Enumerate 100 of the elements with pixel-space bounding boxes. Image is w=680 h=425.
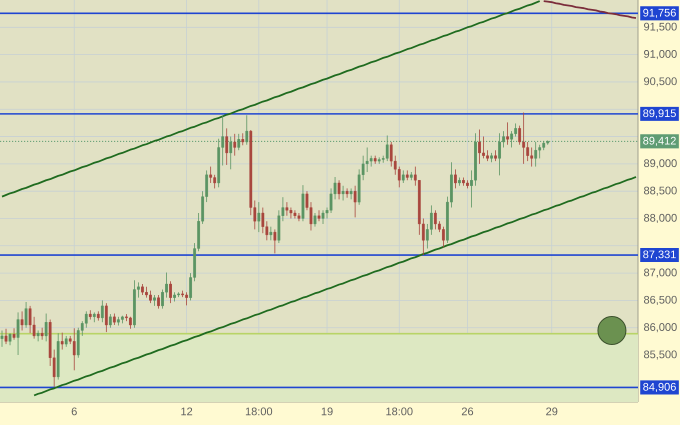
- ref-line-label: 87,331: [643, 250, 676, 260]
- x-tick-label: 29: [546, 408, 558, 416]
- candlestick: [20, 310, 24, 331]
- candlestick: [124, 314, 128, 322]
- candlestick: [522, 112, 526, 164]
- candlestick: [0, 330, 4, 348]
- x-tick-label: 6: [72, 408, 77, 416]
- y-tick-label: 90,500: [644, 77, 677, 86]
- candlestick: [96, 310, 100, 322]
- candlestick: [129, 316, 132, 330]
- y-tick-label: 88,500: [644, 186, 677, 196]
- candlestick: [486, 150, 489, 162]
- candlestick: [386, 135, 389, 162]
- candlestick: [454, 168, 457, 189]
- candlestick: [141, 284, 144, 296]
- candlestick: [490, 152, 493, 163]
- y-tick-label: 87,000: [644, 268, 677, 278]
- candlestick: [257, 202, 260, 233]
- candlestick: [538, 144, 542, 159]
- candlestick: [16, 312, 20, 356]
- ref-line-label: 91,756: [643, 8, 676, 18]
- candlestick: [100, 300, 104, 323]
- candlestick: [442, 226, 445, 248]
- candlestick: [482, 136, 485, 159]
- candlestick: [209, 166, 212, 184]
- candlestick: [153, 294, 156, 306]
- candlestick: [350, 188, 353, 200]
- candlestick: [261, 207, 264, 234]
- y-tick-label: 85,500: [644, 350, 677, 360]
- y-tick-label: 89,000: [644, 159, 677, 168]
- candlestick: [8, 332, 12, 346]
- x-tick-label: 18:00: [246, 408, 272, 416]
- candlestick: [510, 130, 514, 148]
- candlestick: [526, 142, 530, 162]
- candlestick: [318, 210, 320, 222]
- y-tick-label: 88,000: [644, 214, 677, 224]
- candlestick: [506, 122, 509, 146]
- candlestick: [530, 147, 534, 167]
- y-tick-label: 86,500: [644, 296, 677, 305]
- candlestick: [4, 328, 8, 344]
- x-tick-label: 19: [322, 408, 333, 416]
- candlestick: [233, 133, 236, 156]
- candlestick: [64, 336, 68, 348]
- candlestick: [290, 207, 292, 219]
- ref-line-label: 89,412: [643, 136, 676, 146]
- candlestick: [338, 180, 340, 200]
- candlestick: [237, 133, 240, 151]
- candlestick: [213, 174, 216, 189]
- y-tick-label: 91,500: [644, 22, 677, 32]
- candlestick: [245, 114, 248, 146]
- candlestick: [354, 185, 357, 218]
- candlestick: [314, 212, 316, 228]
- candlestick: [286, 202, 288, 216]
- y-tick-label: 86,000: [644, 323, 677, 332]
- ref-line-label: 89,915: [643, 109, 676, 118]
- ref-line-label: 84,906: [643, 382, 676, 392]
- candlestick: [406, 170, 409, 181]
- x-tick-label: 26: [462, 408, 474, 416]
- candlestick: [12, 328, 16, 340]
- candlestick: [518, 125, 522, 146]
- candlestick: [60, 332, 64, 350]
- candlestick: [72, 328, 76, 371]
- candlestick: [342, 185, 344, 201]
- candlestick: [88, 310, 92, 320]
- candlestick: [241, 132, 244, 146]
- candlestick: [402, 170, 405, 184]
- candlestick: [534, 142, 538, 167]
- candlestick: [498, 132, 501, 176]
- candlestick: [169, 280, 172, 304]
- y-tick-label: 91,000: [644, 50, 677, 60]
- candlestick: [24, 302, 28, 328]
- candlestick: [44, 313, 48, 342]
- candlestick: [478, 129, 481, 164]
- candlestick: [346, 188, 348, 198]
- candlestick: [28, 305, 32, 334]
- candlestick: [225, 128, 228, 166]
- candlestick: [149, 290, 152, 304]
- candlestick: [104, 302, 108, 332]
- candlestick: [36, 330, 40, 342]
- candlestick: [434, 210, 437, 230]
- candlestick: [173, 292, 176, 302]
- candlestick: [269, 226, 272, 241]
- candlestick: [92, 312, 96, 323]
- candlestick: [390, 142, 393, 167]
- candlestick: [366, 147, 369, 172]
- candlestick: [322, 210, 324, 224]
- x-tick-label: 18:00: [386, 408, 413, 416]
- candlestick: [145, 286, 148, 298]
- candlestick: [185, 292, 188, 306]
- candlestick: [514, 123, 518, 137]
- candlestick: [273, 229, 276, 254]
- candlestick: [112, 313, 116, 326]
- candlestick: [494, 150, 497, 162]
- candlestick: [84, 310, 88, 328]
- candlestick: [40, 327, 44, 340]
- candlestick: [157, 294, 160, 309]
- candlestick: [542, 140, 546, 151]
- candlestick: [370, 155, 373, 167]
- candlestick: [229, 136, 232, 170]
- x-tick-label: 12: [181, 408, 192, 416]
